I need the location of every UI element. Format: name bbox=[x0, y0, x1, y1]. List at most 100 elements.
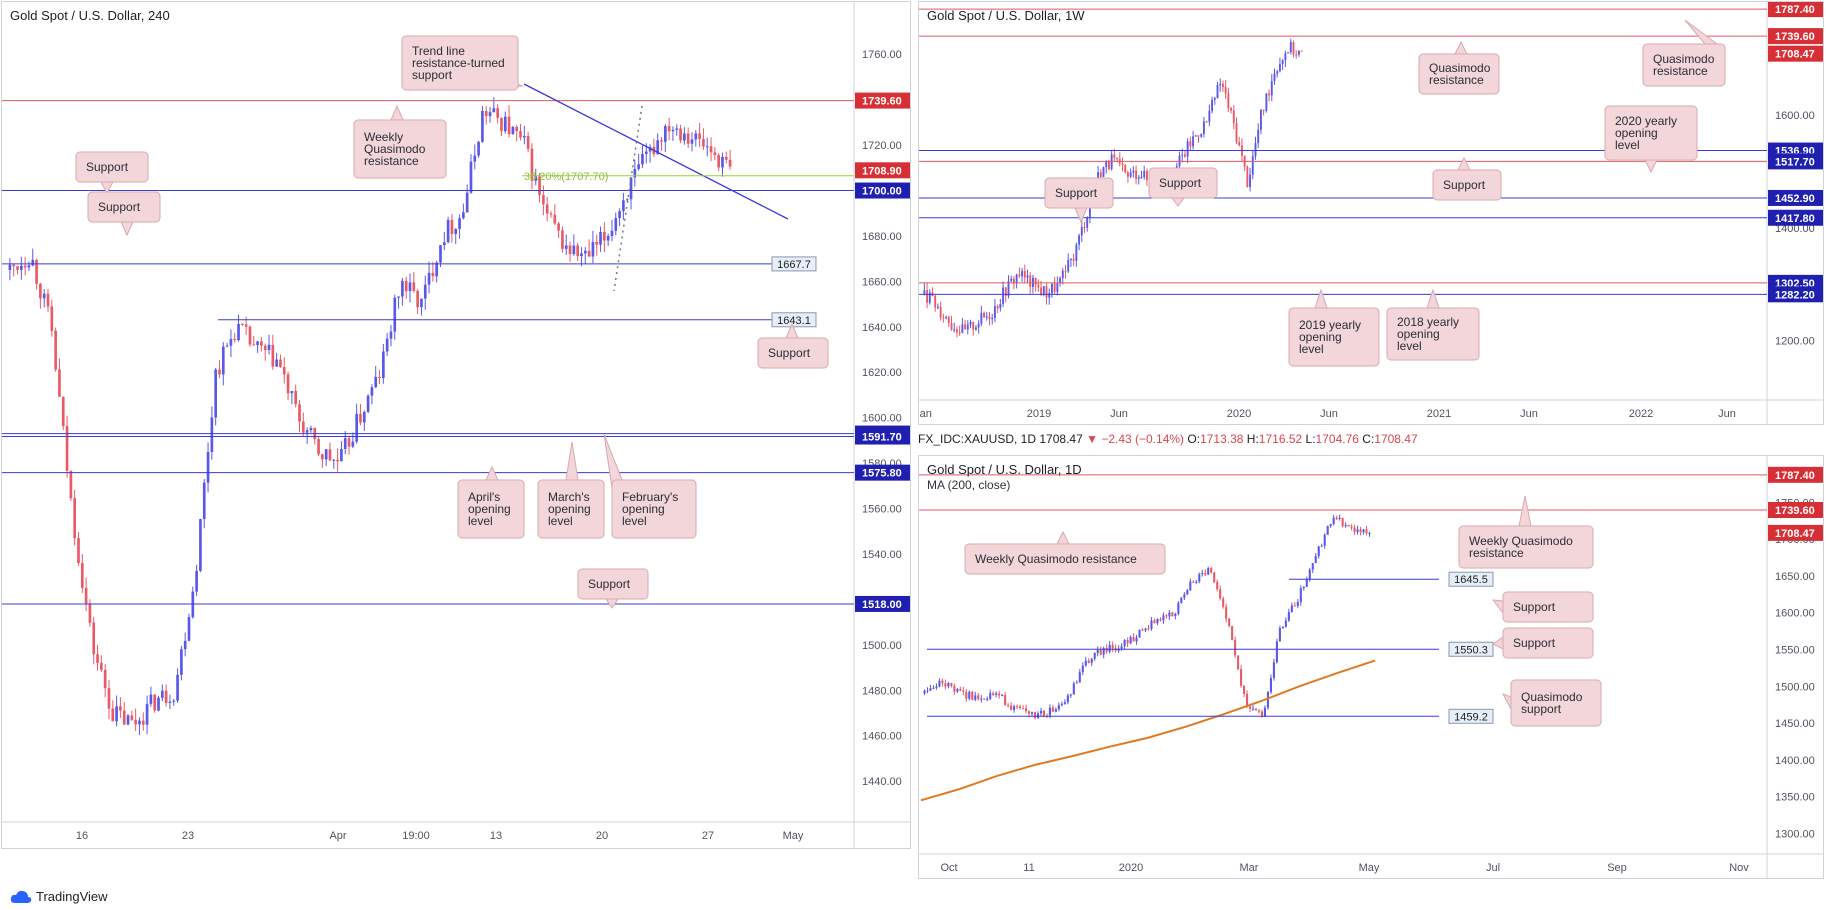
candle-body bbox=[1141, 629, 1144, 631]
callout-box bbox=[457, 479, 525, 539]
callout-pointer bbox=[1491, 599, 1504, 615]
candle-body bbox=[1251, 156, 1254, 175]
candle-body bbox=[1200, 134, 1203, 137]
price-axis-tag bbox=[1768, 189, 1823, 206]
candle-body bbox=[671, 129, 675, 132]
chart-pane-1d[interactable]: Gold Spot / U.S. Dollar, 1D MA (200, clo… bbox=[918, 455, 1824, 879]
candle-body bbox=[1197, 135, 1200, 137]
candle-body bbox=[1359, 529, 1362, 533]
callout-box bbox=[1044, 177, 1114, 209]
candle-body bbox=[96, 654, 99, 663]
candle-body bbox=[1072, 683, 1075, 695]
callout-text: level bbox=[468, 514, 493, 528]
candle-body bbox=[332, 459, 336, 461]
chart-1w[interactable]: 1600.00 1400.00 1200.00 Jan 2019 Jun 2020 Jun 20… bbox=[919, 2, 1824, 425]
y-tick-label: 1400.00 bbox=[1775, 755, 1815, 767]
candle-body bbox=[637, 164, 640, 169]
candle-body bbox=[1308, 569, 1311, 580]
candle-body bbox=[1284, 620, 1287, 627]
candle-body bbox=[1300, 50, 1303, 52]
annotation-callout: Support bbox=[757, 322, 829, 369]
candle-body bbox=[1034, 277, 1037, 285]
price-axis-tag bbox=[855, 428, 910, 445]
candle-body bbox=[974, 327, 977, 330]
candle-body bbox=[1353, 527, 1356, 533]
candle-body bbox=[389, 331, 393, 339]
candle-body bbox=[73, 498, 77, 539]
tradingview-watermark[interactable]: TradingView bbox=[10, 889, 108, 904]
candle-body bbox=[1121, 163, 1124, 166]
candle-body bbox=[1257, 129, 1260, 144]
candle-body bbox=[122, 710, 126, 725]
candle-body bbox=[561, 230, 564, 249]
candle-body bbox=[606, 235, 610, 241]
x-tick-label: Jan bbox=[919, 408, 932, 420]
candle-body bbox=[936, 306, 939, 308]
candle-body bbox=[1053, 283, 1056, 292]
candle-body bbox=[149, 694, 153, 704]
callout-text: Quasimodo bbox=[364, 142, 426, 156]
candle-body bbox=[1189, 581, 1192, 591]
candle-body bbox=[545, 204, 549, 214]
candle-body bbox=[1171, 612, 1174, 617]
candle-body bbox=[629, 177, 633, 200]
candle-body bbox=[553, 214, 557, 224]
candle-body bbox=[1088, 203, 1091, 218]
candle-body bbox=[947, 317, 950, 323]
candle-body bbox=[968, 691, 971, 699]
candle-body bbox=[50, 306, 54, 331]
candle-body bbox=[1292, 42, 1295, 55]
annotation-callout: Support bbox=[1432, 156, 1502, 201]
callout-text: opening bbox=[1615, 126, 1658, 140]
candle-body bbox=[126, 715, 130, 725]
candle-body bbox=[992, 693, 995, 695]
candle-body bbox=[1266, 692, 1270, 708]
candle-body bbox=[1216, 85, 1219, 99]
chart-pane-1w[interactable]: Gold Spot / U.S. Dollar, 1W 1600.00 1400.… bbox=[918, 1, 1824, 425]
price-axis-tag-label: 1282.20 bbox=[1775, 289, 1815, 301]
candle-body bbox=[519, 131, 522, 138]
chart-1d[interactable]: 1750.001700.001650.001600.001550.001500.… bbox=[919, 456, 1824, 879]
candle-body bbox=[1299, 588, 1302, 602]
candle-body bbox=[27, 265, 31, 268]
candle-body bbox=[442, 242, 446, 246]
x-tick-label: 19:00 bbox=[402, 830, 430, 842]
candle-body bbox=[1093, 652, 1096, 659]
candle-body bbox=[568, 245, 572, 255]
callout-text: Support bbox=[1055, 186, 1098, 200]
candle-body bbox=[1273, 73, 1276, 82]
y-tick-label: 1720.00 bbox=[862, 140, 902, 152]
callout-box bbox=[577, 568, 649, 600]
candle-body bbox=[956, 689, 959, 692]
candle-body bbox=[12, 264, 16, 267]
candle-body bbox=[1281, 626, 1284, 629]
candle-body bbox=[145, 703, 149, 725]
callout-box bbox=[1502, 627, 1594, 659]
y-tick-label: 1540.00 bbox=[862, 549, 902, 561]
price-axis-tag-label: 1708.90 bbox=[862, 165, 902, 177]
high-label: H: bbox=[1246, 432, 1259, 446]
annotation-callout: Support bbox=[1492, 627, 1594, 659]
candle-body bbox=[39, 283, 42, 299]
callout-box bbox=[1510, 679, 1602, 727]
candle-body bbox=[1341, 517, 1344, 527]
candle-body bbox=[1350, 526, 1353, 528]
watermark-text: TradingView bbox=[36, 889, 108, 904]
candle-body bbox=[1022, 708, 1025, 710]
callout-text: Weekly bbox=[364, 130, 403, 144]
candle-body bbox=[1186, 141, 1189, 157]
candle-body bbox=[294, 391, 298, 405]
chart-pane-240[interactable]: Gold Spot / U.S. Dollar, 240 1760.001740… bbox=[1, 1, 911, 849]
candle-body bbox=[1268, 93, 1271, 96]
candle-body bbox=[1096, 649, 1099, 653]
candle-body bbox=[538, 176, 541, 196]
price-axis-tag-label: 1700.00 bbox=[862, 186, 902, 198]
candle-body bbox=[164, 690, 168, 703]
candle-body bbox=[435, 262, 439, 277]
chart-240[interactable]: 1760.001740.001720.001700.001680.001660.… bbox=[2, 2, 911, 849]
candle-body bbox=[1362, 529, 1365, 533]
candle-body bbox=[1189, 141, 1192, 147]
candle-body bbox=[1075, 682, 1078, 684]
price-axis-tag-label: 1517.70 bbox=[1775, 156, 1815, 168]
